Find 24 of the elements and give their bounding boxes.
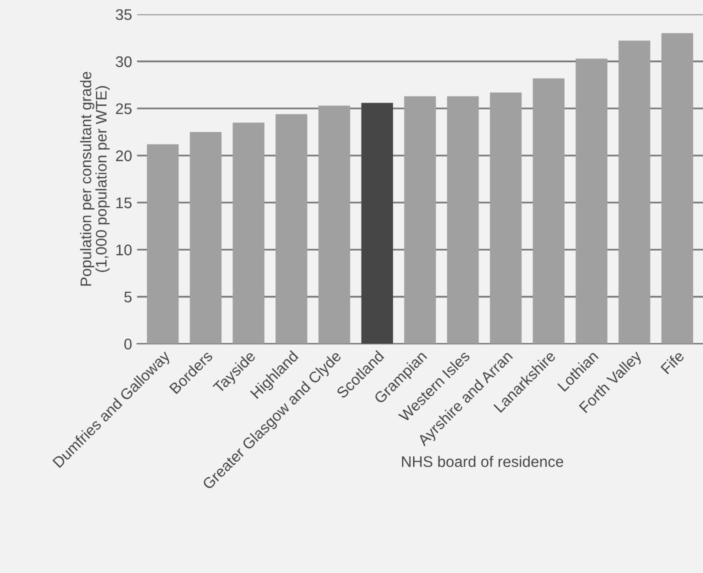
bar [190, 132, 222, 344]
bar [318, 106, 350, 344]
y-tick-label: 20 [116, 150, 132, 162]
y-tick-label: 15 [116, 198, 132, 208]
bar [447, 96, 479, 344]
bar [490, 92, 522, 344]
y-tick-label: 10 [116, 244, 132, 256]
y-axis-title: Population per consultant grade (1,000 population per WTE) [80, 72, 110, 286]
x-axis-title: NHS board of residence [402, 456, 564, 468]
bar [361, 102, 394, 344]
bar [232, 122, 264, 344]
bar [576, 58, 608, 344]
bar [276, 114, 308, 344]
bar [618, 40, 650, 344]
y-tick-label: 30 [116, 56, 132, 68]
bar [532, 78, 565, 344]
x-tick-label: Fife [660, 350, 685, 374]
bar [146, 144, 179, 344]
bar [661, 33, 694, 344]
bar [404, 96, 436, 344]
y-tick-label: 0 [124, 338, 132, 350]
y-tick-label: 35 [116, 9, 132, 20]
y-tick-label: 25 [116, 103, 132, 114]
y-tick-label: 5 [124, 292, 132, 302]
